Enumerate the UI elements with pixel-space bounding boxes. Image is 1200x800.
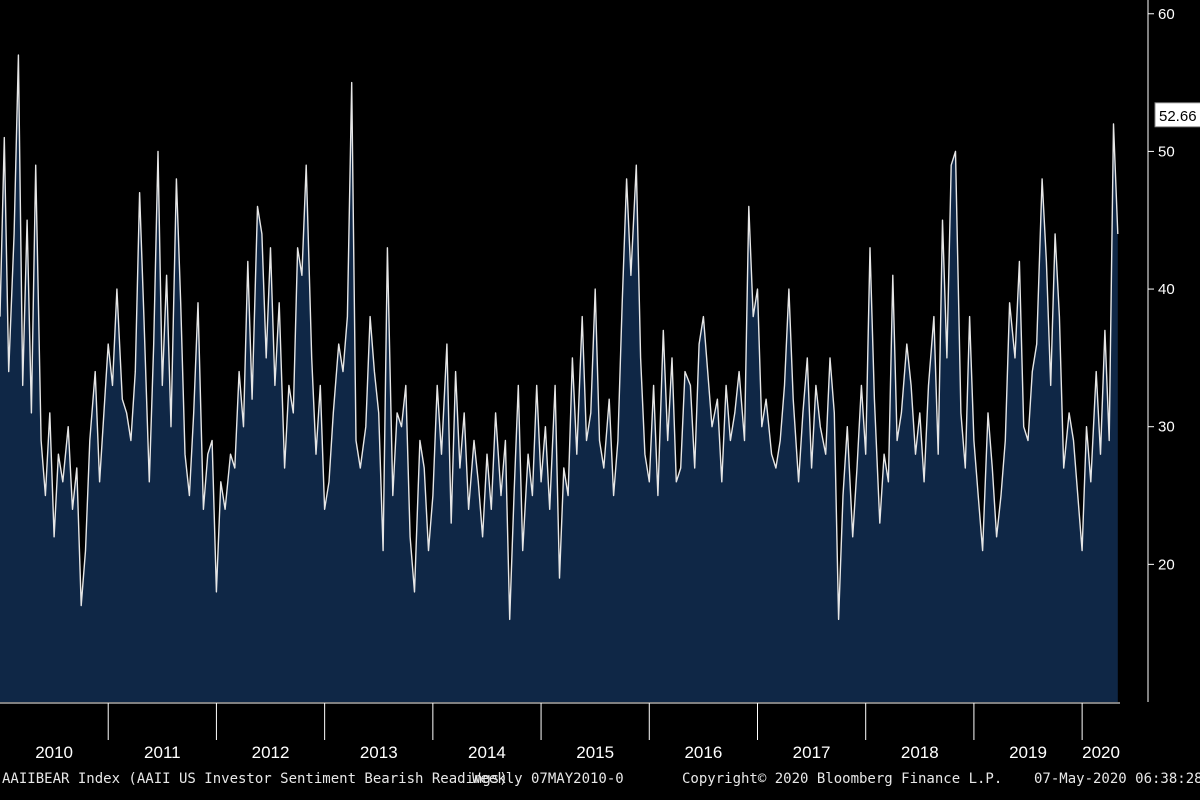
x-tick-label: 2014 xyxy=(468,743,506,762)
last-value-box xyxy=(1154,102,1200,128)
timestamp-label: 07-May-2020 06:38:28 xyxy=(1034,771,1200,787)
x-tick-label: 2016 xyxy=(684,743,722,762)
y-tick-label: 60 xyxy=(1158,6,1175,23)
series-area xyxy=(0,55,1118,703)
y-tick-label: 20 xyxy=(1158,556,1175,573)
x-tick-label: 2017 xyxy=(793,743,831,762)
y-axis: 20 30 40 50 60 52.66 xyxy=(1147,0,1200,702)
y-tick-label: 40 xyxy=(1158,281,1175,298)
plot-area xyxy=(0,54,1119,703)
y-tick-label: 50 xyxy=(1158,143,1175,160)
copyright-label: Copyright© 2020 Bloomberg Finance L.P. xyxy=(682,771,1003,787)
x-tick-label: 2011 xyxy=(144,743,181,762)
x-tick-label: 2015 xyxy=(576,743,614,762)
x-tick-label: 2012 xyxy=(252,743,290,762)
x-axis: 2010 2011 2012 2013 2014 2015 2016 2017 2018 2019… xyxy=(0,702,1120,762)
x-tick-label: 2018 xyxy=(901,743,939,762)
x-tick-label: 2019 xyxy=(1009,743,1047,762)
x-tick-label: 2013 xyxy=(360,743,398,762)
x-tick-label: 2020 xyxy=(1082,743,1120,762)
y-tick-label: 30 xyxy=(1158,419,1175,436)
x-tick-label: 2010 xyxy=(35,743,73,762)
ticker-title: AAIIBEAR Index (AAII US Investor Sentime… xyxy=(2,771,508,787)
frequency-label: Weekly 07MAY2010-0 xyxy=(472,771,624,787)
last-value-label: 52.66 xyxy=(1159,108,1197,125)
series-line xyxy=(0,54,1119,621)
